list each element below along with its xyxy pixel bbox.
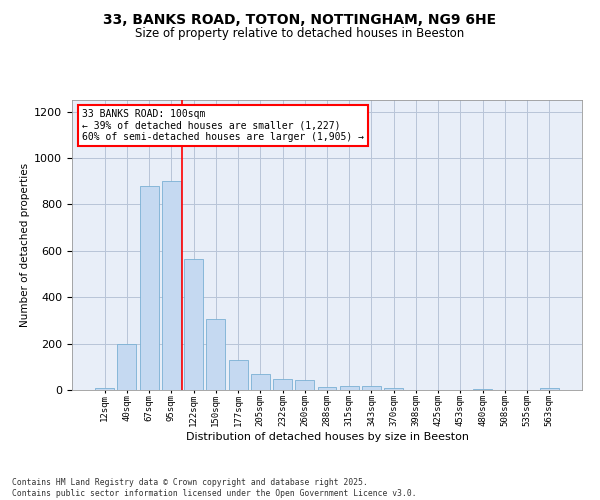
Bar [384,388,403,390]
Text: Contains HM Land Registry data © Crown copyright and database right 2025.
Contai: Contains HM Land Registry data © Crown c… [12,478,416,498]
Bar [273,379,292,390]
Bar [362,386,381,390]
Bar [118,344,136,390]
Bar [540,388,559,390]
Bar [229,360,248,390]
Bar [162,181,181,390]
Text: 33, BANKS ROAD, TOTON, NOTTINGHAM, NG9 6HE: 33, BANKS ROAD, TOTON, NOTTINGHAM, NG9 6… [103,12,497,26]
Bar [340,386,359,390]
Bar [473,389,492,390]
Bar [206,319,225,390]
Text: Size of property relative to detached houses in Beeston: Size of property relative to detached ho… [136,28,464,40]
Bar [95,388,114,390]
Text: 33 BANKS ROAD: 100sqm
← 39% of detached houses are smaller (1,227)
60% of semi-d: 33 BANKS ROAD: 100sqm ← 39% of detached … [82,108,364,142]
Bar [295,380,314,390]
Y-axis label: Number of detached properties: Number of detached properties [20,163,30,327]
Bar [317,386,337,390]
Bar [184,259,203,390]
Bar [140,186,158,390]
Bar [251,374,270,390]
X-axis label: Distribution of detached houses by size in Beeston: Distribution of detached houses by size … [185,432,469,442]
